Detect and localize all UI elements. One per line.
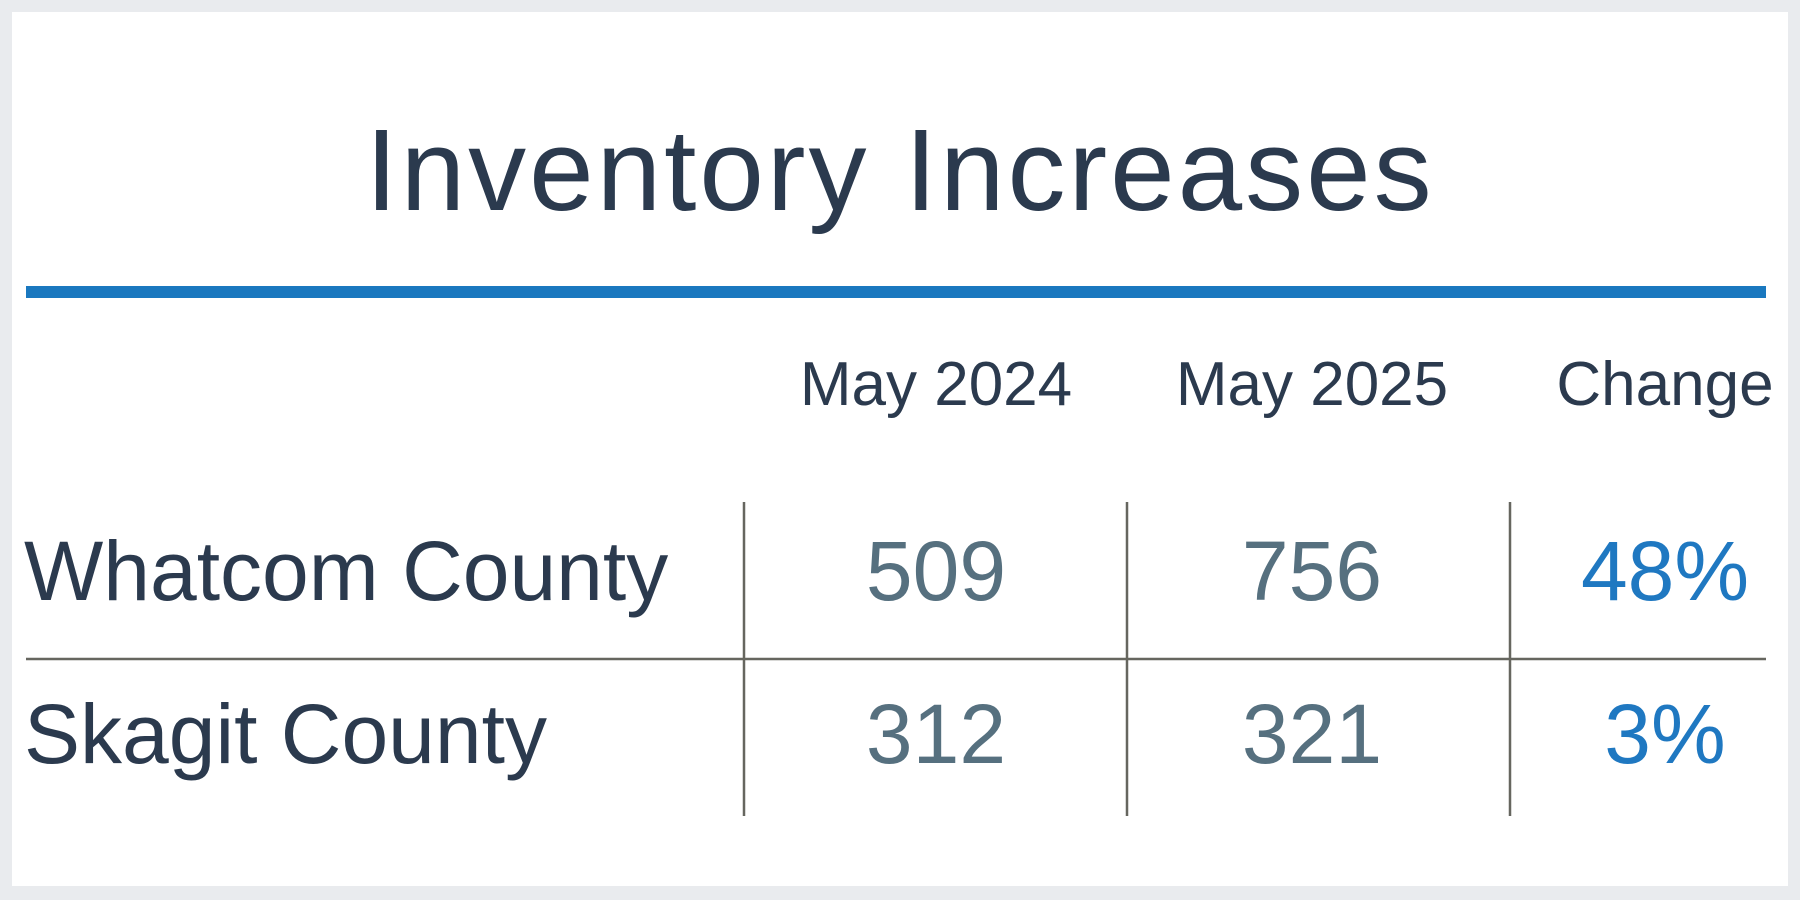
inventory-value: 509: [866, 524, 1006, 618]
panel: [12, 12, 1788, 886]
change-value: 3%: [1604, 687, 1725, 781]
column-header: May 2025: [1176, 350, 1448, 419]
change-value: 48%: [1581, 524, 1749, 618]
row-label: Skagit County: [24, 687, 547, 781]
row-label: Whatcom County: [24, 524, 668, 618]
title-rule: [26, 286, 1766, 298]
title: Inventory Increases: [365, 105, 1434, 235]
column-header: May 2024: [800, 350, 1072, 419]
inventory-value: 756: [1242, 524, 1382, 618]
inventory-value: 312: [866, 687, 1006, 781]
inventory-value: 321: [1242, 687, 1382, 781]
table: May 2024 May 2025 Change Whatcom County 509 7…: [24, 350, 1774, 781]
column-header: Change: [1556, 350, 1773, 419]
